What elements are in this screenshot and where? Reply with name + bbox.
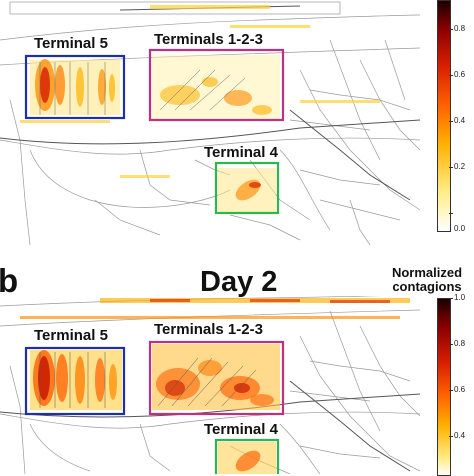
colorbar-day2 <box>437 298 451 476</box>
colorbar-title-line2: contagions <box>392 279 462 294</box>
colorbar-tick-label: 0.4 <box>454 431 466 440</box>
terminal4-box <box>214 438 280 474</box>
colorbar-tick-label: 0.8 <box>454 24 466 33</box>
colorbar-tick-label: 0.2 <box>454 162 466 171</box>
colorbar-tickmark <box>449 121 453 122</box>
panel-b: Terminal 5 Terminals 1-2-3 Terminal 4 1.… <box>0 293 474 476</box>
map-day1: Terminal 5 Terminals 1-2-3 Terminal 4 <box>0 0 420 245</box>
label-terminals123: Terminals 1-2-3 <box>154 31 263 48</box>
heat-terminal4 <box>218 442 276 474</box>
colorbar-tickmark <box>449 29 453 30</box>
terminal5-box <box>24 54 126 120</box>
map-day2-svg: Terminal 5 Terminals 1-2-3 Terminal 4 <box>0 296 420 474</box>
label-terminal5: Terminal 5 <box>34 327 108 344</box>
colorbar-tickmark <box>449 436 453 437</box>
terminal5-box <box>24 346 126 416</box>
colorbar-tickmark <box>449 75 453 76</box>
label-terminals123: Terminals 1-2-3 <box>154 321 263 338</box>
colorbar-tickmark <box>449 344 453 345</box>
colorbar-tickmark <box>449 167 453 168</box>
heat-terminal4 <box>218 168 276 213</box>
day-title: Day 2 <box>200 266 278 298</box>
colorbar-tickmark <box>449 213 453 214</box>
terminal4-box <box>214 161 280 215</box>
label-terminal5: Terminal 5 <box>34 35 108 52</box>
colorbar-tick-label: 0.6 <box>454 385 466 394</box>
terminals123-box <box>148 48 285 122</box>
label-terminal4: Terminal 4 <box>204 144 279 161</box>
terminals123-box <box>148 340 285 416</box>
colorbar-tickmark <box>449 298 453 299</box>
colorbar-tick-label: 0.6 <box>454 70 466 79</box>
colorbar-tickmark <box>449 390 453 391</box>
colorbar-tick-label: 0.0 <box>454 224 466 233</box>
label-terminal4: Terminal 4 <box>204 421 279 438</box>
heat-terminal5 <box>30 350 122 410</box>
panel-a: Terminal 5 Terminals 1-2-3 Terminal 4 0.… <box>0 0 466 245</box>
colorbar-tick-label: 0.8 <box>454 339 466 348</box>
heat-terminal5 <box>30 59 120 115</box>
colorbar-tick-label: 0.4 <box>454 116 466 125</box>
heat-terminals123 <box>152 344 280 410</box>
panel-letter-b: b <box>0 262 19 299</box>
colorbar-title-line1: Normalized <box>391 265 463 280</box>
colorbar-tick-label: 1.0 <box>454 293 466 302</box>
colorbar-day1 <box>437 0 451 232</box>
map-day2: Terminal 5 Terminals 1-2-3 Terminal 4 <box>0 296 420 474</box>
map-day1-svg: Terminal 5 Terminals 1-2-3 Terminal 4 <box>0 1 420 245</box>
